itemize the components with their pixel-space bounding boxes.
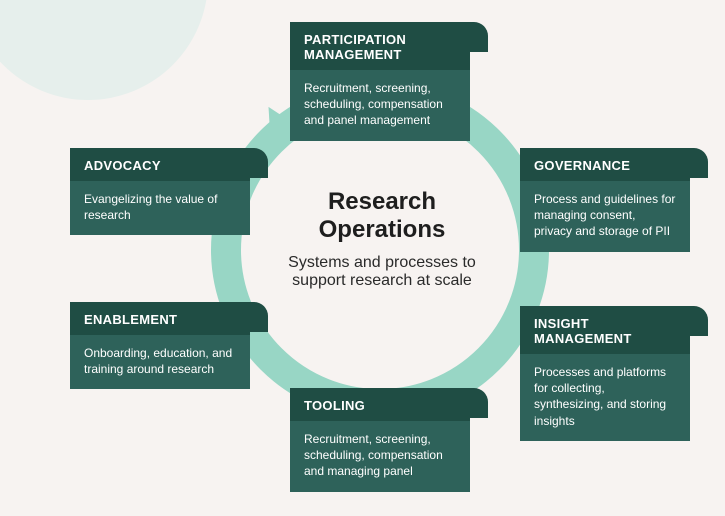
card-participation-management: PARTICIPATION MANAGEMENTRecruitment, scr…: [290, 22, 470, 141]
card-title: TOOLING: [290, 388, 470, 421]
card-body: Onboarding, education, and training arou…: [70, 335, 250, 389]
card-governance: GOVERNANCEProcess and guidelines for man…: [520, 148, 690, 252]
card-body: Evangelizing the value of research: [70, 181, 250, 235]
center-title: Research Operations: [272, 188, 492, 244]
card-body: Recruitment, screening, scheduling, comp…: [290, 70, 470, 141]
card-advocacy: ADVOCACYEvangelizing the value of resear…: [70, 148, 250, 235]
center-block: Research Operations Systems and processe…: [272, 188, 492, 290]
decor-circle: [0, 0, 208, 100]
card-insight-management: INSIGHT MANAGEMENTProcesses and platform…: [520, 306, 690, 441]
card-title: ADVOCACY: [70, 148, 250, 181]
center-subtitle: Systems and processes to support researc…: [272, 254, 492, 290]
card-body: Processes and platforms for collecting, …: [520, 354, 690, 441]
card-body: Recruitment, screening, scheduling, comp…: [290, 421, 470, 492]
card-body: Process and guidelines for managing cons…: [520, 181, 690, 252]
card-title: GOVERNANCE: [520, 148, 690, 181]
card-enablement: ENABLEMENTOnboarding, education, and tra…: [70, 302, 250, 389]
card-tooling: TOOLINGRecruitment, screening, schedulin…: [290, 388, 470, 492]
card-title: INSIGHT MANAGEMENT: [520, 306, 690, 354]
card-title: ENABLEMENT: [70, 302, 250, 335]
card-title: PARTICIPATION MANAGEMENT: [290, 22, 470, 70]
